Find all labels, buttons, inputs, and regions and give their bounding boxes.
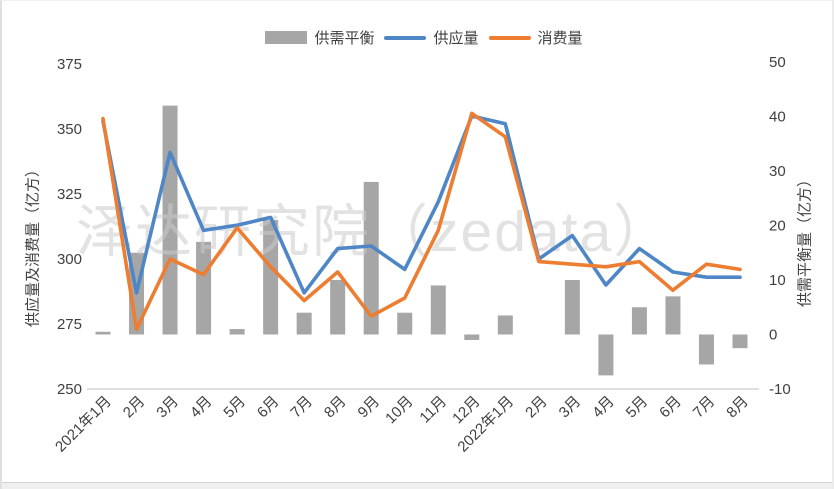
line-swatch-icon — [384, 35, 427, 40]
balance-bar — [397, 312, 413, 335]
y-right-tick-label: 20 — [769, 218, 786, 235]
y-left-tick-label: 325 — [57, 186, 82, 203]
balance-bar — [698, 334, 714, 365]
x-axis-label: 11月 — [416, 393, 450, 427]
x-axis-label: 7月 — [690, 393, 719, 422]
y-right-tick-label: -10 — [769, 381, 791, 398]
x-axis-label: 10月 — [382, 393, 416, 427]
y-left-tick-label: 300 — [57, 251, 82, 268]
balance-bar — [330, 280, 346, 335]
x-axis-label: 5月 — [220, 393, 249, 422]
y-left-tick-label: 375 — [57, 56, 82, 73]
legend-label: 供需平衡 — [314, 30, 375, 47]
balance-bar — [95, 331, 111, 335]
legend: 供需平衡 供应量 消费量 — [90, 27, 758, 48]
y-right-tick-label: 0 — [769, 327, 777, 344]
x-axis-label: 6月 — [656, 393, 685, 422]
balance-bar — [296, 312, 312, 335]
watermark-text: 泽达研究院（zedata） — [76, 200, 672, 264]
legend-label: 消费量 — [537, 30, 583, 47]
x-axis-label: 6月 — [254, 393, 283, 422]
supply-line — [101, 114, 742, 295]
consumption-line — [101, 111, 742, 332]
balance-bar — [263, 220, 279, 335]
balance-bar — [430, 285, 446, 335]
x-axis-label: 8月 — [723, 393, 752, 422]
y-left-tick-label: 350 — [57, 121, 82, 138]
y-right-tick-label: 40 — [769, 109, 786, 126]
x-axis-label: 2月 — [522, 393, 551, 422]
line-swatch-icon — [488, 35, 531, 40]
x-axis-label: 8月 — [321, 393, 350, 422]
balance-bar — [464, 334, 480, 340]
x-axis-label: 7月 — [287, 393, 316, 422]
balance-bar — [363, 181, 379, 335]
legend-item-2: 消费量 — [488, 27, 583, 48]
balance-bar — [497, 315, 513, 335]
frame-bottom-edge — [2, 482, 832, 489]
y-right-tick-label: 30 — [769, 163, 786, 180]
x-axis-label: 3月 — [153, 393, 182, 422]
balance-bar — [631, 307, 647, 335]
y-left-tick-label: 275 — [57, 316, 82, 333]
balance-bar — [598, 334, 614, 376]
x-axis-label: 2月 — [120, 393, 149, 422]
legend-item-1: 供应量 — [384, 27, 479, 48]
x-axis-label: 3月 — [556, 393, 585, 422]
balance-bar — [732, 334, 748, 349]
balance-bar — [564, 280, 580, 335]
balance-bar — [665, 296, 681, 335]
x-axis-label: 2021年1月 — [52, 393, 115, 456]
y-right-tick-label: 10 — [769, 272, 786, 289]
y-left-tick-label: 250 — [57, 381, 82, 398]
balance-bar — [196, 241, 212, 335]
x-axis-label: 4月 — [589, 393, 618, 422]
x-axis-label: 4月 — [187, 393, 216, 422]
bar-swatch-icon — [265, 31, 308, 44]
legend-item-0: 供需平衡 — [265, 27, 374, 48]
x-axis-label: 5月 — [623, 393, 652, 422]
y-right-tick-label: 50 — [769, 54, 786, 71]
balance-bar — [229, 329, 245, 335]
x-axis-label: 9月 — [355, 393, 384, 422]
legend-label: 供应量 — [433, 30, 479, 47]
